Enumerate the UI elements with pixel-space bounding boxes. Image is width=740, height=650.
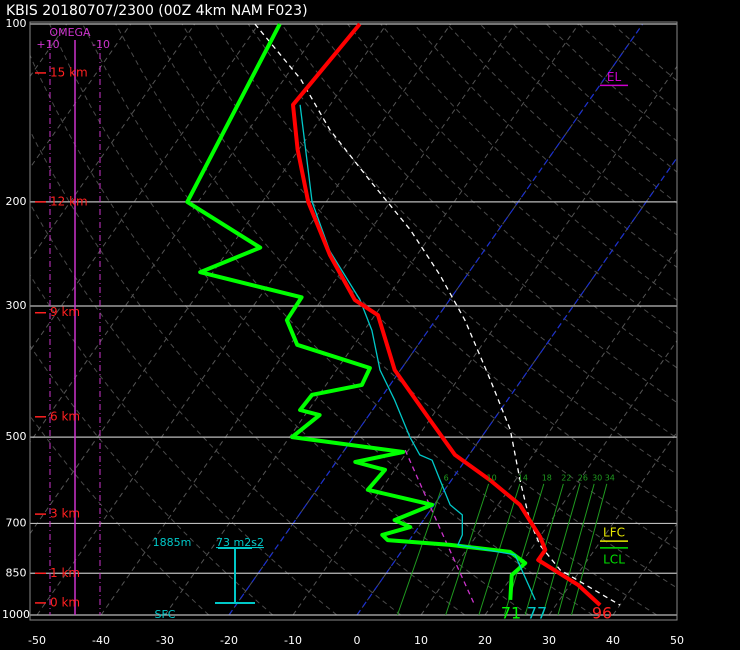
dry-adiabat — [214, 23, 677, 475]
isotherm — [30, 23, 324, 444]
surface-dewpoint: 71 — [501, 604, 521, 623]
level-label: LFC — [603, 526, 625, 540]
height-label: 3 km — [50, 507, 80, 521]
mixing-ratio-label: 18 — [542, 473, 552, 482]
y-tick-label: 850 — [6, 566, 27, 579]
y-tick-label: 1000 — [2, 608, 30, 621]
y-tick-label: 300 — [6, 299, 27, 312]
surface-temperature: 96 — [592, 604, 612, 623]
dry-adiabat — [30, 344, 274, 616]
chart-title: KBIS 20180707/2300 (00Z 4km NAM F023) — [6, 3, 308, 19]
isotherm-grid — [36, 23, 452, 616]
helicity-value: 73 m2s2 — [216, 536, 264, 549]
x-tick-label: 30 — [542, 634, 556, 647]
x-tick-label: -50 — [28, 634, 46, 647]
mixing-ratio-line — [542, 483, 581, 616]
surface-label: SFC — [155, 608, 176, 621]
mixing-ratio-line — [570, 483, 608, 616]
plot-area — [30, 22, 677, 616]
profile-line — [185, 23, 528, 601]
profile-line — [291, 22, 602, 607]
helicity-depth: 1885m — [153, 536, 192, 549]
profile-line — [299, 104, 536, 601]
isotherm-grid — [292, 65, 677, 616]
height-label: 6 km — [50, 409, 80, 423]
mixing-ratio-line — [396, 483, 444, 616]
y-tick-label: 500 — [6, 430, 27, 443]
height-label: 9 km — [50, 305, 80, 319]
y-tick-label: 700 — [6, 516, 27, 529]
isotherm-grid — [548, 431, 677, 616]
profile-line — [404, 449, 476, 606]
x-tick-label: -20 — [220, 634, 238, 647]
height-label: 1 km — [50, 566, 80, 580]
isotherm-grid — [100, 23, 516, 616]
height-label: 15 km — [50, 65, 88, 79]
omega-title: OMEGA — [49, 26, 91, 39]
dry-adiabat — [115, 23, 677, 589]
dry-adiabat — [30, 129, 466, 616]
dry-adiabat — [181, 23, 677, 512]
mixing-ratio-label: 6 — [444, 473, 449, 482]
isotherm — [30, 23, 260, 352]
mixing-ratio-label: 22 — [561, 473, 571, 482]
mixing-ratio-label: 14 — [518, 473, 528, 482]
surface-virtual: 77 — [527, 604, 547, 623]
highlight-isotherm — [228, 23, 644, 616]
height-label: 0 km — [50, 595, 80, 609]
x-tick-label: -10 — [284, 634, 302, 647]
y-tick-label: 200 — [6, 195, 27, 208]
level-label: LCL — [603, 552, 625, 566]
x-tick-label: 0 — [354, 634, 361, 647]
mixing-ratio-label: 26 — [578, 473, 588, 482]
x-tick-label: 10 — [414, 634, 428, 647]
dry-adiabat — [148, 23, 677, 550]
height-label: 12 km — [50, 194, 88, 208]
x-tick-label: 40 — [606, 634, 620, 647]
omega-label: +10 — [36, 38, 59, 51]
mixing-ratio-line — [557, 483, 595, 616]
x-tick-label: -40 — [92, 634, 110, 647]
mixing-ratio-label: 30 — [592, 473, 602, 482]
profile-line — [254, 23, 621, 606]
isotherm — [30, 23, 388, 535]
x-tick-label: -30 — [156, 634, 174, 647]
omega-label: -10 — [92, 38, 110, 51]
mixing-ratio-line — [445, 483, 490, 616]
x-tick-label: 50 — [670, 634, 684, 647]
isotherm-grid — [420, 248, 677, 616]
mixing-ratio-label: 34 — [605, 473, 615, 482]
x-tick-label: 20 — [478, 634, 492, 647]
level-label: EL — [607, 70, 622, 84]
dry-adiabat — [30, 415, 210, 616]
isotherm-grid — [164, 23, 580, 616]
mixing-ratio-label: 10 — [487, 473, 497, 482]
y-tick-label: 100 — [6, 17, 27, 30]
dry-adiabat — [30, 54, 530, 616]
plot-frame — [29, 21, 678, 621]
highlight-isotherm — [356, 156, 677, 616]
